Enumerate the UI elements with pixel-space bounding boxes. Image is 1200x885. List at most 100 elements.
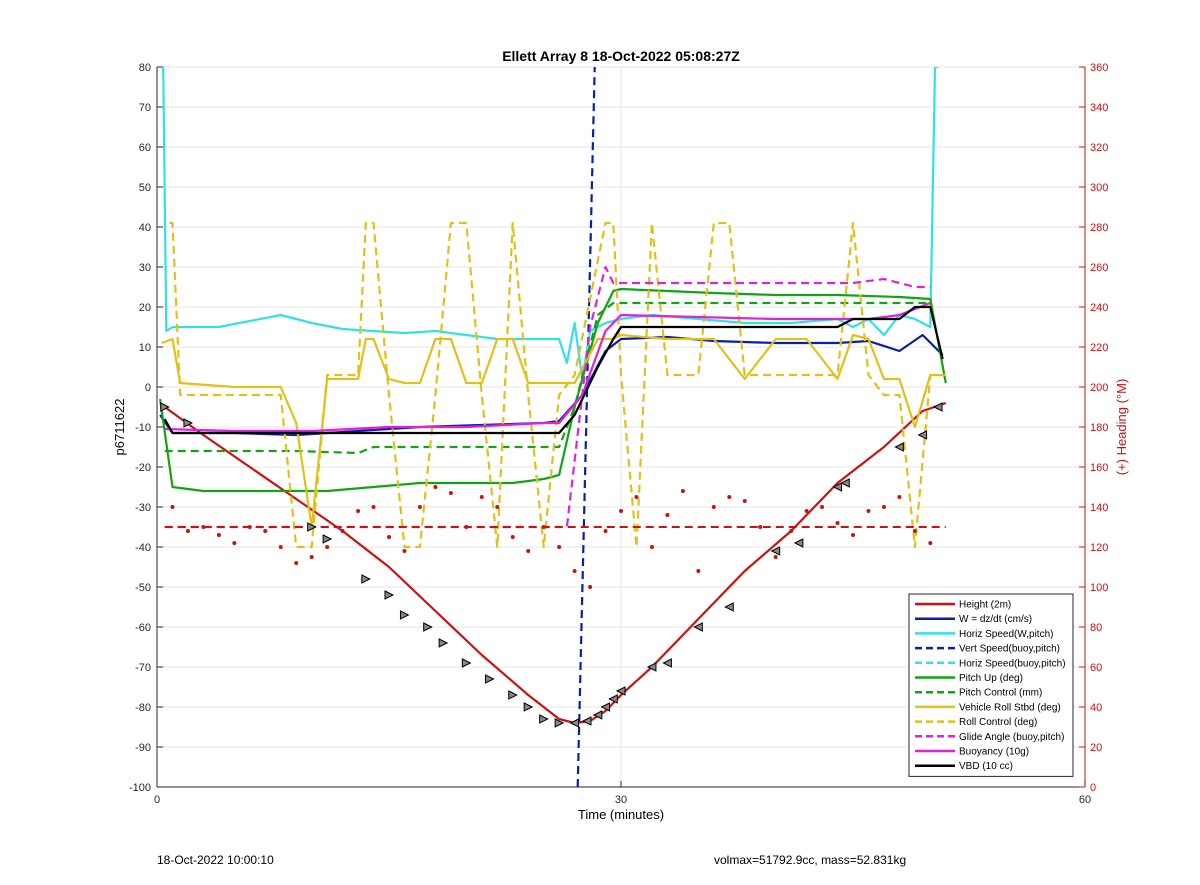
heading-point	[603, 529, 608, 533]
y2-axis-label: (+) Heading (°M)	[1114, 379, 1129, 476]
legend-label: Glide Angle (buoy,pitch)	[959, 732, 1064, 743]
heading-point	[835, 521, 840, 525]
height-marker	[662, 658, 672, 668]
height-marker	[693, 622, 703, 632]
heading-point	[881, 505, 886, 509]
heading-point	[758, 525, 763, 529]
x-tick-label: 0	[154, 794, 160, 806]
heading-point	[309, 555, 314, 559]
y2-tick-label: 240	[1090, 302, 1108, 314]
height-marker	[932, 402, 943, 412]
y2-tick-label: 0	[1090, 782, 1096, 794]
markers-layer	[160, 402, 943, 728]
y2-tick-label: 180	[1090, 422, 1108, 434]
y2-tick-label: 120	[1090, 542, 1108, 554]
height-marker	[917, 430, 928, 440]
series-line-8	[169, 221, 932, 549]
y-tick-label: -40	[135, 542, 151, 554]
height-marker	[183, 418, 194, 428]
y-tick-label: -100	[129, 782, 151, 794]
y-tick-label: 70	[139, 102, 151, 114]
height-marker	[592, 710, 603, 720]
height-marker	[438, 638, 449, 648]
heading-point	[928, 541, 933, 545]
heading-point	[201, 525, 206, 529]
legend-label: Buoyancy (10g)	[959, 747, 1029, 758]
y-tick-label: 80	[139, 62, 151, 74]
height-marker	[322, 534, 333, 544]
heading-point	[433, 485, 438, 489]
height-marker	[423, 622, 433, 632]
heading-point	[866, 509, 871, 513]
y2-tick-label: 20	[1090, 742, 1102, 754]
height-marker	[461, 658, 472, 668]
heading-point	[278, 545, 283, 549]
series-line-3	[576, 67, 596, 787]
y-tick-label: 60	[139, 142, 151, 154]
y2-tick-label: 40	[1090, 702, 1102, 714]
axes-layer: -100-90-80-70-60-50-40-30-20-10010203040…	[129, 62, 1108, 806]
height-marker	[840, 478, 850, 488]
height-marker	[894, 442, 904, 452]
heading-point	[479, 495, 484, 499]
y2-tick-label: 100	[1090, 582, 1108, 594]
y2-tick-label: 160	[1090, 462, 1108, 474]
heading-point	[356, 509, 361, 513]
heading-point	[232, 541, 237, 545]
legend-label: Horiz Speed(W,pitch)	[959, 629, 1053, 640]
x-axis-label: Time (minutes)	[578, 807, 664, 822]
height-marker	[554, 718, 565, 728]
heading-point	[665, 513, 670, 517]
heading-point	[510, 535, 515, 539]
height-marker	[399, 610, 410, 620]
heading-point	[789, 529, 794, 533]
height-marker	[523, 702, 534, 712]
heading-point	[912, 529, 917, 533]
y-tick-label: -90	[135, 742, 151, 754]
x-tick-label: 30	[615, 794, 627, 806]
heading-point	[526, 549, 531, 553]
heading-point	[294, 561, 299, 565]
y2-tick-label: 200	[1090, 382, 1108, 394]
heading-point	[495, 505, 500, 509]
heading-point	[742, 499, 747, 503]
series-layer	[159, 67, 947, 787]
legend-label: Horiz Speed(buoy,pitch)	[959, 658, 1066, 669]
height-marker	[615, 686, 626, 696]
legend: Height (2m) W = dz/dt (cm/s) Horiz Speed(W…	[908, 593, 1074, 777]
y-tick-label: -20	[135, 462, 151, 474]
height-marker	[832, 482, 843, 492]
y2-tick-label: 140	[1090, 502, 1108, 514]
series-line-1	[159, 333, 944, 437]
heading-point	[727, 495, 732, 499]
heading-point	[325, 545, 330, 549]
series-line-10	[164, 301, 931, 433]
y-tick-label: -60	[135, 622, 151, 634]
y-tick-label: -10	[135, 422, 151, 434]
y-tick-label: -70	[135, 662, 151, 674]
series-line-5	[159, 287, 947, 493]
heading-point	[448, 491, 453, 495]
heading-point	[619, 509, 623, 513]
legend-label: Height (2m)	[959, 600, 1011, 611]
y-tick-label: -80	[135, 702, 151, 714]
height-marker	[600, 702, 611, 712]
y-tick-label: 40	[139, 222, 151, 234]
heading-point	[464, 525, 469, 529]
heading-point	[340, 529, 345, 533]
heading-point	[216, 533, 221, 537]
footer-timestamp: 18-Oct-2022 10:00:10	[157, 853, 274, 867]
height-marker	[581, 716, 592, 726]
height-marker	[724, 602, 734, 612]
heading-point	[185, 529, 190, 533]
heading-point	[263, 529, 268, 533]
y2-tick-label: 280	[1090, 222, 1108, 234]
height-marker	[569, 718, 580, 728]
height-marker	[361, 574, 371, 584]
height-marker	[793, 538, 804, 548]
x-tick-label: 60	[1079, 794, 1091, 806]
height-marker	[608, 694, 618, 704]
heading-point	[417, 505, 422, 509]
legend-label: Vert Speed(buoy,pitch)	[959, 644, 1060, 655]
